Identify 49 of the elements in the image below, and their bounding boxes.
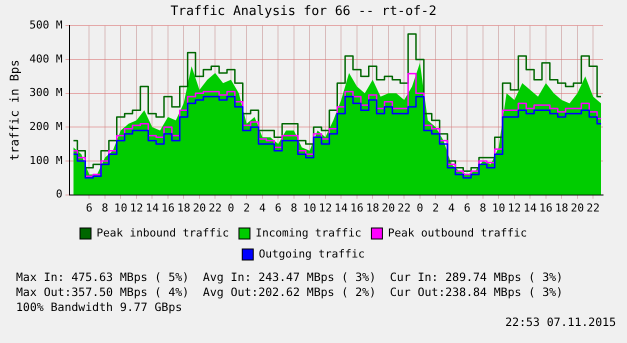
x-tick-label: 8 — [480, 201, 486, 214]
legend-label: Peak outbound traffic — [388, 226, 527, 240]
x-tick-label: 20 — [570, 201, 584, 214]
text: 22:53 07.11.2015 — [504, 315, 616, 330]
x-tick-label: 14 — [334, 201, 348, 214]
y-tick-label: 300 M — [29, 86, 63, 100]
x-tick-label: 22 — [398, 201, 411, 214]
x-tick-label: 2 — [432, 201, 439, 214]
x-tick-label: 6 — [86, 201, 93, 214]
text: Max Out:357.50 MBps ( 4%) Avg Out:202.62 MBps ( 2%) Cur Out:238.84 MBps ( 3%) — [16, 285, 564, 300]
x-tick-label: 0 — [416, 201, 424, 214]
x-tick-label: 6 — [464, 201, 470, 214]
x-tick-label: 12 — [318, 201, 332, 214]
x-tick-label: 0 — [228, 201, 234, 214]
x-tick-label: 18 — [555, 201, 568, 214]
x-tick-label: 14 — [524, 201, 538, 214]
x-tick-label: 22 — [208, 201, 222, 214]
x-tick-label: 18 — [177, 201, 190, 214]
x-tick-label: 10 — [492, 201, 506, 214]
legend-label: Outgoing traffic — [258, 247, 365, 260]
legend-label: Peak inbound traffic — [96, 226, 229, 240]
x-tick-label: 12 — [508, 201, 522, 214]
x-tick-label: 8 — [102, 201, 108, 214]
y-axis-title: traffic in Bps — [7, 60, 22, 161]
y-tick-label: 400 M — [29, 52, 63, 66]
x-tick-label: 16 — [161, 201, 175, 214]
x-tick-label: 16 — [539, 201, 553, 214]
x-tick-label: 2 — [243, 201, 250, 214]
legend-label: Incoming traffic — [255, 226, 362, 240]
y-tick-label: 0 — [56, 188, 63, 201]
x-tick-label: 14 — [146, 201, 160, 214]
x-tick-label: 4 — [259, 201, 266, 214]
x-tick-label: 20 — [382, 201, 396, 214]
x-tick-label: 16 — [350, 201, 364, 214]
y-tick-label: 200 M — [29, 120, 63, 133]
x-tick-label: 4 — [448, 201, 456, 214]
x-tick-label: 18 — [366, 201, 380, 214]
text: 100% Bandwidth 9.77 GBps — [16, 300, 184, 315]
x-tick-label: 10 — [303, 201, 316, 214]
x-tick-label: 20 — [192, 201, 206, 214]
x-tick-label: 6 — [274, 201, 282, 214]
x-tick-label: 8 — [290, 201, 298, 214]
x-tick-label: 10 — [114, 201, 128, 214]
chart-title: Traffic Analysis for 66 -- rt-of-2 — [170, 4, 437, 20]
x-tick-label: 22 — [586, 201, 600, 214]
x-tick-label: 12 — [130, 201, 144, 214]
text: Max In: 475.63 MBps ( 5%) Avg In: 243.47 MBps ( 3%) Cur In: 289.74 MBps ( 3%) — [16, 270, 564, 285]
y-tick-label: 100 M — [29, 154, 63, 167]
y-tick-label: 500 M — [29, 18, 63, 32]
